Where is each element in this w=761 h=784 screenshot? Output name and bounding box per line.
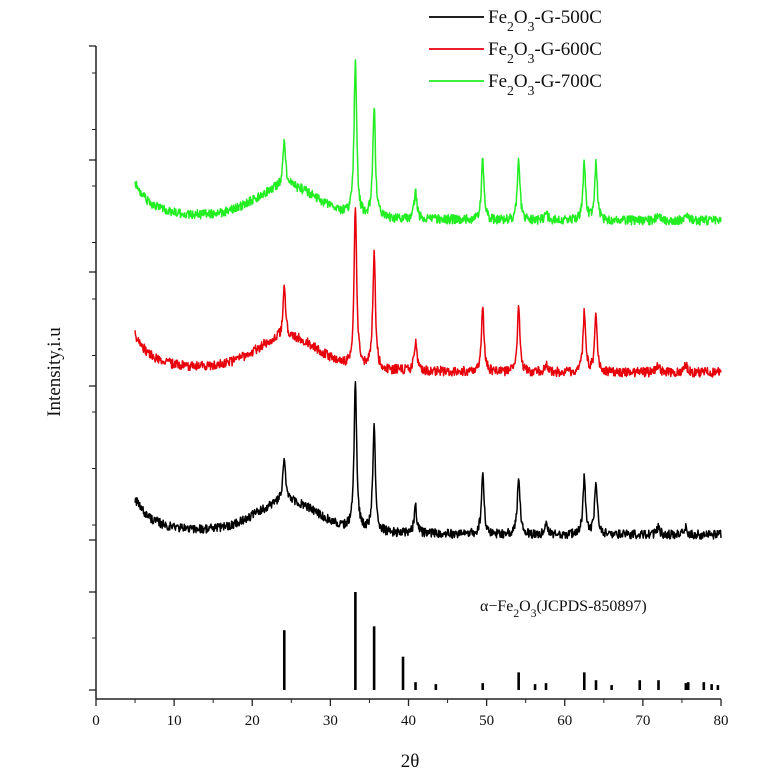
series-line [134,207,722,378]
x-tick-label: 60 [557,713,572,729]
x-tick-label: 50 [479,713,494,729]
y-axis-title: Intensity,i.u [44,327,65,417]
x-axis-title: 2θ [401,751,420,772]
legend-entry: Fe2O3-G-700C [488,71,602,98]
legend: Fe2O3-G-500C Fe2O3-G-600C Fe2O3-G-700C [429,7,602,98]
series-group [134,59,722,540]
legend-entry: Fe2O3-G-500C [488,7,602,34]
x-tick-label: 70 [635,713,650,729]
x-tick-label: 20 [245,713,260,729]
x-tick-label: 80 [714,713,729,729]
x-tick-label: 10 [167,713,182,729]
x-tick-label: 30 [323,713,338,729]
axes: 0 10 20 30 40 50 60 70 80 [89,45,729,729]
series-line [134,381,722,540]
x-tick-label: 40 [401,713,416,729]
reference-lines [282,592,720,690]
x-tick-label: 0 [92,713,100,729]
series-line [134,59,722,226]
legend-entry: Fe2O3-G-600C [488,39,602,66]
reference-label: α−Fe2O3(JCPDS-850897) [480,598,647,620]
